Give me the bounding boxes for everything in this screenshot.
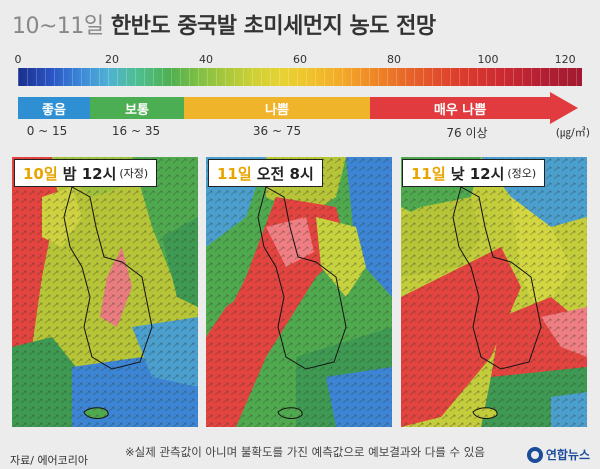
panel-time: 밤 12시: [62, 164, 117, 183]
logo-text: 연합뉴스: [545, 448, 590, 462]
panel-label-2: 11일 오전 8시: [208, 159, 323, 187]
panel-time: 낮 12시: [450, 164, 505, 183]
scale-ticks: 0 20 40 60 80 100 120: [14, 53, 582, 67]
panel-label-3: 11일 낮 12시 (정오): [402, 159, 546, 187]
forecast-map-2: [206, 157, 392, 427]
category-bad: 나쁨: [184, 97, 370, 119]
source-credit: 자료/ 에어코리아: [10, 454, 89, 467]
range-normal: 16 ~ 35: [111, 124, 161, 138]
range-bad: 36 ~ 75: [252, 124, 302, 138]
category-very-bad: 매우 나쁨: [370, 97, 550, 119]
category-normal: 보통: [90, 97, 184, 119]
scale-tick: 40: [198, 53, 213, 66]
title-date: 10~11일: [12, 14, 104, 39]
scale-tick: 20: [105, 53, 120, 66]
unit-label: (㎍/㎥): [555, 126, 590, 139]
page-title: 10~11일 한반도 중국발 초미세먼지 농도 전망: [12, 8, 436, 39]
arrow-head-icon: [550, 92, 578, 124]
color-scale-bar: [18, 68, 582, 86]
panel-note: (정오): [507, 167, 537, 180]
panel-time: 오전 8시: [256, 164, 314, 183]
category-good: 좋음: [18, 97, 90, 119]
panel-day: 11일: [411, 164, 446, 183]
footnote: ※실제 관측값이 아니며 불확도를 가진 예측값으로 예보결과와 다를 수 있음: [125, 445, 485, 459]
scale-tick: 120: [554, 53, 576, 66]
panel-note: (자정): [119, 167, 149, 180]
yonhap-logo: 연합뉴스: [526, 446, 590, 463]
scale-tick: 0: [14, 53, 22, 66]
panel-day: 10일: [23, 164, 58, 183]
logo-mark-icon: [526, 446, 543, 463]
range-good: 0 ~ 15: [26, 124, 68, 138]
title-text: 한반도 중국발 초미세먼지 농도 전망: [110, 14, 436, 39]
panel-day: 11일: [217, 164, 252, 183]
range-very-bad: 76 이상: [446, 126, 488, 140]
scale-tick: 100: [477, 53, 499, 66]
scale-tick: 60: [293, 53, 307, 66]
scale-tick: 80: [387, 53, 402, 66]
forecast-map-3: [401, 157, 587, 427]
panel-label-1: 10일 밤 12시 (자정): [14, 159, 158, 187]
forecast-map-1: [12, 157, 198, 427]
